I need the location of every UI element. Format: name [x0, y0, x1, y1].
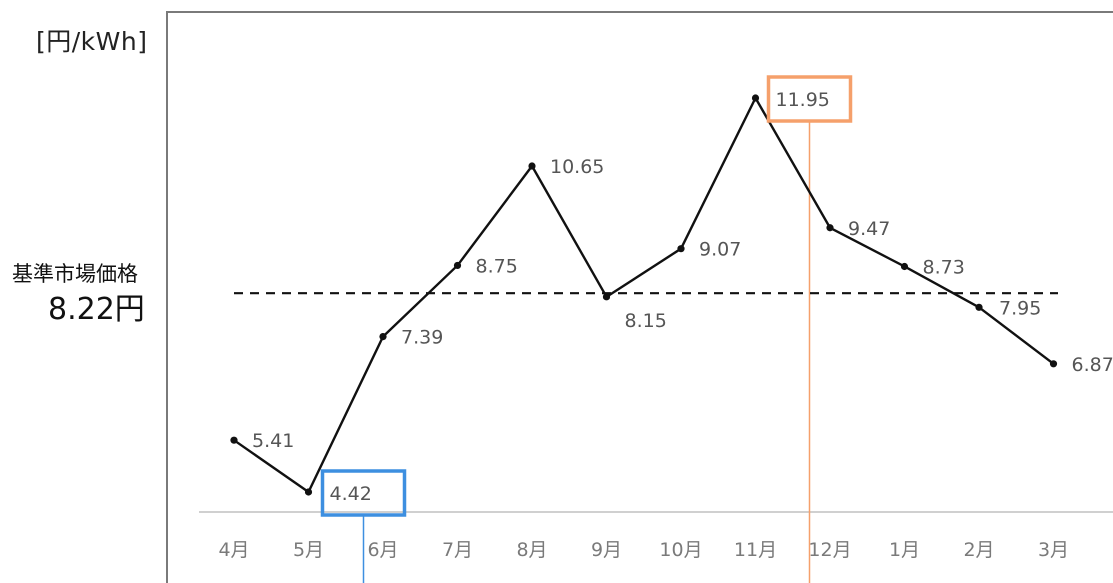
data-point-3 — [379, 332, 387, 341]
data-label-2: 4.42 — [330, 483, 372, 505]
data-label-layer: 5.41 4.42 7.39 8.75 10.65 8.15 9.07 11.95 9.47 8.… — [252, 89, 1113, 505]
highlight-box-max — [766, 75, 853, 123]
data-point-1 — [230, 436, 238, 444]
data-point-4 — [453, 261, 462, 270]
x-tick-label-9: 12月 — [808, 539, 851, 561]
x-tick-label-5: 8月 — [516, 539, 547, 561]
x-tick-label-1: 4月 — [218, 539, 249, 561]
x-tick-label-12: 3月 — [1038, 539, 1069, 561]
highlight-box-min — [320, 469, 407, 517]
series-line — [233, 96, 1055, 494]
x-tick-label-layer: 4月 5月 6月 7月 8月 9月 10月 11月 12月 1月 2月 3月 — [218, 539, 1069, 561]
y-axis-unit-label: [円/kWh] — [36, 27, 148, 56]
x-tick-label-4: 7月 — [442, 539, 473, 561]
data-point-9 — [826, 224, 834, 232]
data-point-10 — [900, 262, 909, 271]
x-tick-label-3: 6月 — [367, 539, 398, 561]
reference-line-caption: 基準市場価格 — [12, 262, 138, 286]
plot-area-frame — [166, 11, 1113, 583]
data-point-12 — [1049, 360, 1058, 368]
data-label-7: 9.07 — [699, 239, 741, 261]
data-label-11: 7.95 — [999, 297, 1041, 319]
data-label-8: 11.95 — [776, 89, 830, 111]
data-label-5: 10.65 — [550, 156, 604, 178]
data-point-8 — [751, 94, 760, 102]
data-point-11 — [975, 303, 983, 311]
x-tick-label-2: 5月 — [293, 539, 324, 561]
data-point-7 — [677, 245, 685, 253]
x-tick-label-6: 9月 — [591, 539, 622, 561]
reference-line-value: 8.22円 — [48, 292, 145, 327]
data-label-1: 5.41 — [252, 430, 294, 452]
data-point-5 — [528, 162, 536, 170]
highlight-box-layer — [320, 75, 853, 517]
x-tick-label-11: 2月 — [963, 539, 994, 561]
data-label-10: 8.73 — [923, 256, 965, 278]
highlight-lines-layer — [362, 121, 811, 583]
x-tick-label-8: 11月 — [734, 539, 777, 561]
x-tick-label-10: 1月 — [889, 539, 920, 561]
series-layer — [230, 94, 1058, 496]
data-label-4: 8.75 — [476, 255, 518, 277]
x-tick-label-7: 10月 — [659, 539, 702, 561]
frame-layer — [166, 11, 1113, 583]
data-label-9: 9.47 — [848, 218, 890, 240]
data-point-6 — [602, 293, 611, 301]
data-label-3: 7.39 — [401, 327, 443, 349]
data-label-12: 6.87 — [1072, 354, 1113, 376]
data-label-6: 8.15 — [625, 310, 667, 332]
data-point-2 — [304, 488, 313, 496]
